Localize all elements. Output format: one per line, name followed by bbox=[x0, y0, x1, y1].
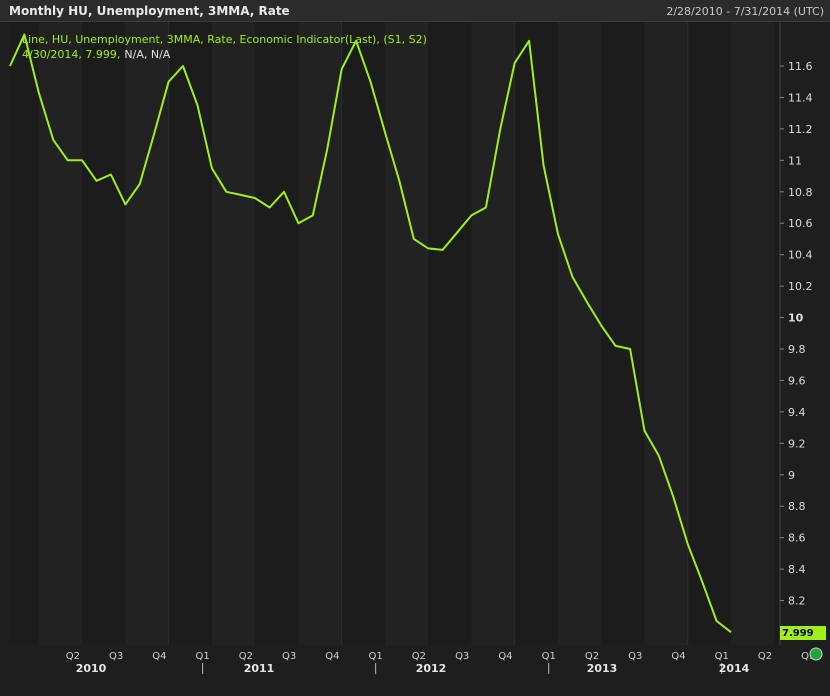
y-axis-area bbox=[780, 22, 830, 645]
legend-na-values: N/A, N/A bbox=[124, 48, 170, 61]
x-axis: Q2 Q3 Q4 Q1 Q2 Q3 Q4 Q1 Q2 Q3 Q4 Q1 Q2 Q3 Q4 Q1 Q2 Q32010… bbox=[66, 651, 816, 675]
x-tick-label: Q1 bbox=[715, 651, 729, 662]
quarter-band bbox=[298, 22, 342, 645]
y-tick-label: 10.2 bbox=[788, 280, 813, 293]
x-tick-label: Q2 bbox=[758, 651, 772, 662]
y-tick-label: 9.4 bbox=[788, 406, 806, 419]
y-axis: 8.2 8.4 8.6 8.8 9 9.2 9.4 9.6 9.8 10 10.2 10.4 10.6 1… bbox=[780, 60, 813, 608]
x-year-label: 2014 bbox=[719, 662, 750, 675]
x-tick-label: Q3 bbox=[455, 651, 469, 662]
chart-title: Monthly HU, Unemployment, 3MMA, Rate bbox=[9, 4, 290, 18]
x-tick-label: Q3 bbox=[801, 651, 815, 662]
x-tick-label: Q2 bbox=[412, 651, 426, 662]
y-tick-label: 10.8 bbox=[788, 186, 813, 199]
y-tick-label: 8.4 bbox=[788, 563, 806, 576]
y-tick-label: 9.6 bbox=[788, 374, 806, 387]
x-year-label: 2013 bbox=[587, 662, 618, 675]
x-tick-label: Q2 bbox=[239, 651, 253, 662]
y-tick-label: 10.4 bbox=[788, 249, 813, 262]
x-tick-label: Q2 bbox=[66, 651, 80, 662]
x-year-label: 2010 bbox=[76, 662, 107, 675]
status-indicator-icon[interactable] bbox=[809, 647, 823, 661]
x-tick-label: Q3 bbox=[282, 651, 296, 662]
y-tick-label: 8.8 bbox=[788, 500, 806, 513]
y-tick-label: 11.6 bbox=[788, 60, 813, 73]
last-value-marker: 7.999 bbox=[780, 626, 826, 640]
y-tick-label: 8.2 bbox=[788, 595, 806, 608]
quarter-band bbox=[211, 22, 256, 645]
y-tick-label: 11 bbox=[788, 154, 802, 167]
x-tick-label: Q1 bbox=[196, 651, 210, 662]
last-value-box bbox=[780, 626, 826, 640]
x-tick-label: Q4 bbox=[498, 651, 512, 662]
legend-last-values: 4/30/2014, 7.999, bbox=[22, 48, 120, 61]
quarter-band bbox=[125, 22, 169, 645]
legend-series-label: Line, HU, Unemployment, 3MMA, Rate, Econ… bbox=[22, 33, 427, 46]
x-tick-label: Q4 bbox=[152, 651, 166, 662]
y-tick-label: 9 bbox=[788, 469, 795, 482]
y-tick-label: 11.2 bbox=[788, 123, 813, 136]
title-bar: Monthly HU, Unemployment, 3MMA, Rate 2/2… bbox=[0, 0, 830, 22]
y-tick-label: 11.4 bbox=[788, 91, 813, 104]
x-tick-label: Q1 bbox=[369, 651, 383, 662]
x-tick-label: Q1 bbox=[542, 651, 556, 662]
date-range-label: 2/28/2010 - 7/31/2014 (UTC) bbox=[666, 5, 824, 18]
x-tick-label: Q3 bbox=[109, 651, 123, 662]
quarter-band bbox=[384, 22, 429, 645]
y-tick-label: 9.8 bbox=[788, 343, 806, 356]
x-year-label: 2012 bbox=[416, 662, 447, 675]
y-tick-label: 10.6 bbox=[788, 217, 813, 230]
y-tick-label: 9.2 bbox=[788, 437, 806, 450]
quarter-band bbox=[644, 22, 688, 645]
y-tick-label: 8.6 bbox=[788, 532, 806, 545]
y-tick-label: 10 bbox=[788, 312, 804, 325]
x-tick-label: Q2 bbox=[585, 651, 599, 662]
x-tick-label: Q4 bbox=[671, 651, 685, 662]
x-tick-label: Q3 bbox=[628, 651, 642, 662]
quarter-band bbox=[38, 22, 83, 645]
x-tick-label: Q4 bbox=[325, 651, 339, 662]
quarter-band bbox=[557, 22, 602, 645]
quarter-band bbox=[731, 22, 775, 645]
last-value-label: 7.999 bbox=[782, 628, 814, 639]
series-line[interactable] bbox=[9, 33, 732, 633]
quarter-band bbox=[471, 22, 515, 645]
plot-background bbox=[0, 22, 830, 696]
x-year-label: 2011 bbox=[244, 662, 275, 675]
legend-values: 4/30/2014, 7.999, N/A, N/A bbox=[22, 48, 171, 61]
x-axis-area bbox=[0, 645, 830, 696]
legend: Line, HU, Unemployment, 3MMA, Rate, Econ… bbox=[22, 33, 427, 61]
